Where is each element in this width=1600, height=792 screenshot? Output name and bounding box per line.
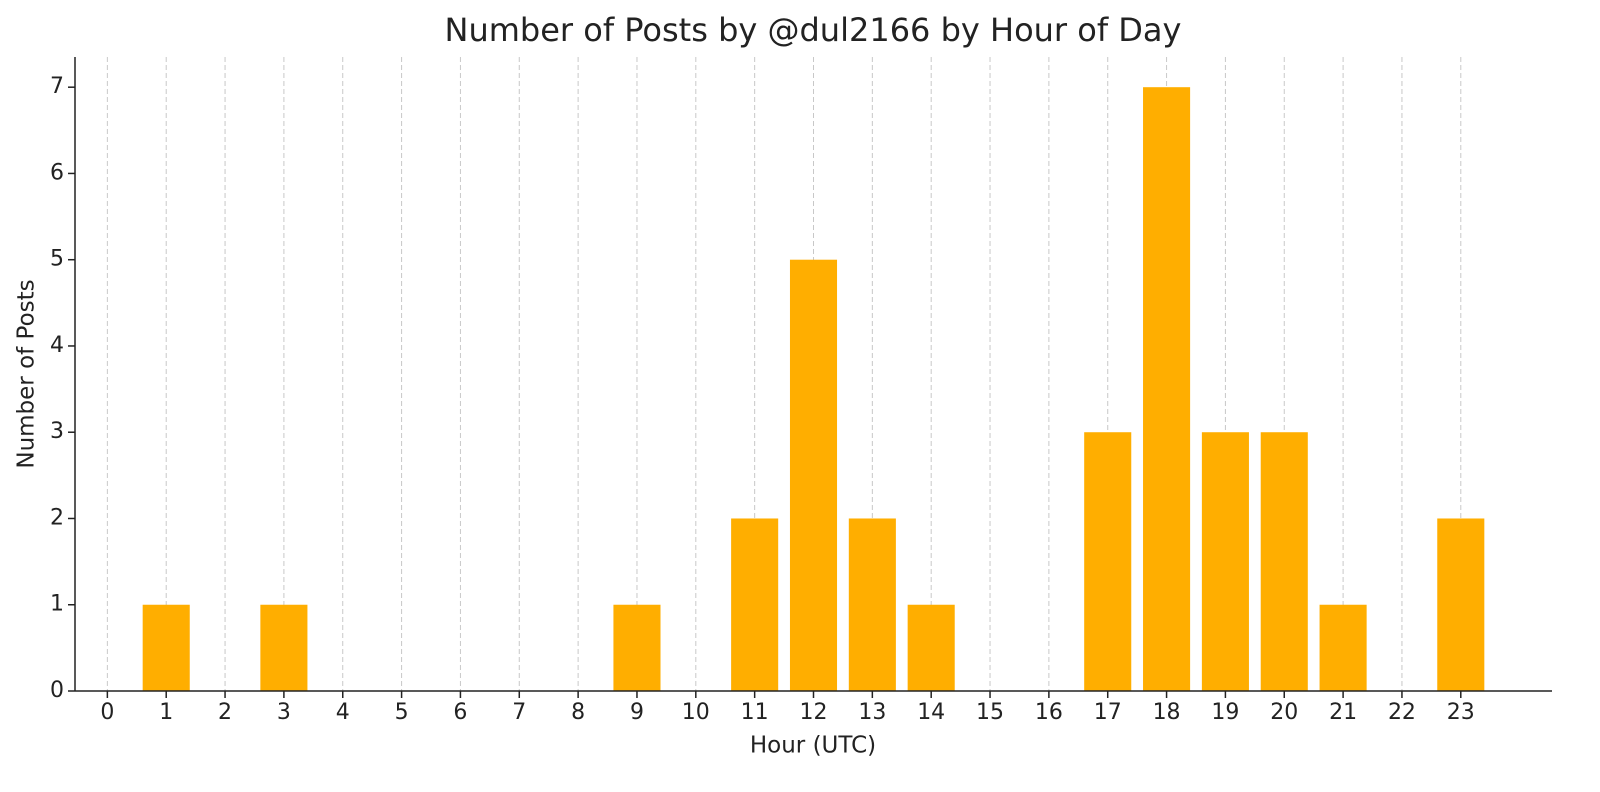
x-tick-label: 3 bbox=[277, 700, 291, 725]
x-tick-label: 21 bbox=[1329, 700, 1357, 725]
x-tick-label: 23 bbox=[1447, 700, 1475, 725]
bar bbox=[1260, 432, 1308, 691]
bar bbox=[907, 604, 955, 691]
x-tick-label: 2 bbox=[218, 700, 232, 725]
x-tick-label: 9 bbox=[630, 700, 644, 725]
x-tick-label: 20 bbox=[1270, 700, 1298, 725]
bar bbox=[142, 604, 190, 691]
bar bbox=[731, 518, 779, 691]
y-tick-label: 0 bbox=[50, 678, 64, 703]
x-tick-label: 16 bbox=[1035, 700, 1063, 725]
x-tick-label: 19 bbox=[1211, 700, 1239, 725]
x-tick-label: 17 bbox=[1094, 700, 1122, 725]
x-tick-label: 22 bbox=[1388, 700, 1416, 725]
y-tick-label: 5 bbox=[50, 247, 64, 272]
y-tick-label: 3 bbox=[50, 419, 64, 444]
x-tick-label: 13 bbox=[858, 700, 886, 725]
x-tick-label: 5 bbox=[395, 700, 409, 725]
y-axis-label: Number of Posts bbox=[14, 279, 40, 468]
bar bbox=[1084, 432, 1132, 691]
bar bbox=[848, 518, 896, 691]
x-tick-label: 1 bbox=[159, 700, 173, 725]
bar bbox=[613, 604, 661, 691]
x-tick-label: 8 bbox=[571, 700, 585, 725]
x-tick-label: 7 bbox=[512, 700, 526, 725]
x-tick-label: 11 bbox=[741, 700, 769, 725]
x-tick-label: 4 bbox=[336, 700, 350, 725]
bar bbox=[1201, 432, 1249, 691]
x-tick-label: 0 bbox=[100, 700, 114, 725]
x-tick-label: 10 bbox=[682, 700, 710, 725]
bar bbox=[1143, 87, 1191, 691]
x-tick-label: 12 bbox=[800, 700, 828, 725]
y-tick-label: 4 bbox=[50, 333, 64, 358]
x-tick-label: 15 bbox=[976, 700, 1004, 725]
y-tick-label: 6 bbox=[50, 160, 64, 185]
y-tick-label: 2 bbox=[50, 505, 64, 530]
bar bbox=[789, 259, 838, 691]
bar bbox=[260, 604, 308, 691]
x-tick-label: 18 bbox=[1153, 700, 1181, 725]
y-tick-label: 1 bbox=[50, 592, 64, 617]
x-tick-label: 6 bbox=[453, 700, 467, 725]
x-tick-label: 14 bbox=[917, 700, 945, 725]
chart-title: Number of Posts by @dul2166 by Hour of D… bbox=[445, 11, 1182, 49]
bar bbox=[1437, 518, 1485, 691]
x-axis-label: Hour (UTC) bbox=[750, 733, 876, 759]
bar bbox=[1319, 604, 1367, 691]
y-tick-label: 7 bbox=[50, 74, 64, 99]
